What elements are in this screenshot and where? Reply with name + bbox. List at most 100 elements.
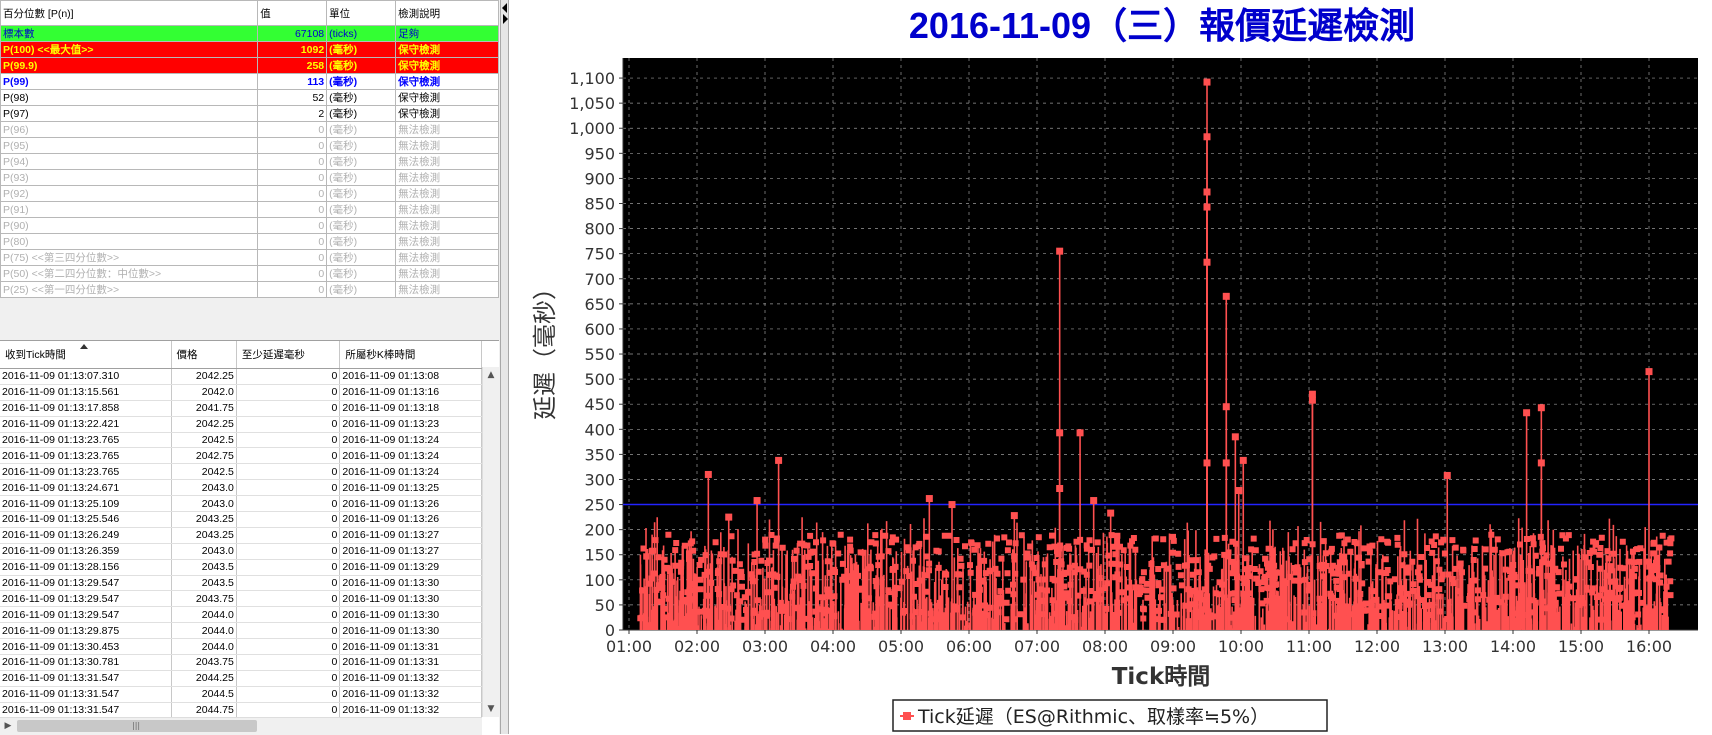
percentile-description: 無法檢測 [395, 265, 499, 282]
col-header-value[interactable]: 值 [257, 0, 328, 26]
tick-row[interactable]: 2016-11-09 01:13:24.671 2043.0 0 2016-11-09… [0, 479, 482, 497]
y-tick-label: 500 [584, 370, 615, 389]
col-header-bar-time[interactable]: 所屬秒K棒時間 [339, 341, 482, 369]
col-header-unit[interactable]: 單位 [326, 0, 397, 26]
tick-bar-time: 2016-11-09 01:13:18 [339, 400, 482, 417]
tick-min-delay: 0 [236, 416, 341, 433]
tick-min-delay: 0 [236, 575, 341, 592]
scroll-up-icon[interactable]: ▲ [483, 367, 499, 383]
tick-row[interactable]: 2016-11-09 01:13:30.781 2043.75 0 2016-11-0… [0, 654, 482, 671]
x-tick-label: 08:00 [1082, 637, 1128, 656]
tick-row[interactable]: 2016-11-09 01:13:28.156 2043.5 0 2016-11-09… [0, 559, 482, 576]
tick-price: 2043.75 [171, 590, 237, 608]
col-header-description[interactable]: 檢測說明 [395, 0, 499, 26]
percentile-row[interactable]: P(95) 0 (毫秒) 無法檢測 [0, 137, 499, 154]
peak-marker [1235, 487, 1243, 495]
percentile-row[interactable]: P(75) <<第三四分位數>> 0 (毫秒) 無法檢測 [0, 249, 499, 266]
percentile-row[interactable]: P(90) 0 (毫秒) 無法檢測 [0, 217, 499, 234]
tick-time: 2016-11-09 01:13:23.765 [0, 447, 172, 465]
tick-row[interactable]: 2016-11-09 01:13:30.453 2044.0 0 2016-11-09… [0, 638, 482, 656]
percentile-description: 無法檢測 [395, 169, 499, 186]
percentile-table-body: 標本數 67108 (ticks) 足夠 P(100) <<最大值>> 1092 (毫秒) 保… [0, 25, 499, 298]
col-header-min-delay[interactable]: 至少延遲毫秒 [236, 341, 341, 369]
vertical-scrollbar[interactable]: ▲ ▼ [482, 367, 500, 717]
percentile-row[interactable]: P(96) 0 (毫秒) 無法檢測 [0, 121, 499, 138]
tick-row[interactable]: 2016-11-09 01:13:31.547 2044.75 0 2016-11-0… [0, 702, 482, 719]
tick-row[interactable]: 2016-11-09 01:13:31.547 2044.25 0 2016-11-0… [0, 670, 482, 687]
tick-header-row: 收到Tick時間 價格 至少延遲毫秒 所屬秒K棒時間 [0, 341, 482, 369]
percentile-unit: (毫秒) [326, 233, 397, 250]
horizontal-scrollbar[interactable]: ◀ ||| ▶ [0, 717, 482, 735]
percentile-row[interactable]: P(92) 0 (毫秒) 無法檢測 [0, 185, 499, 202]
collapse-right-icon[interactable] [503, 14, 508, 24]
percentile-description: 無法檢測 [395, 185, 499, 202]
tick-min-delay: 0 [236, 400, 341, 417]
col-header-percentile[interactable]: 百分位數 [P(n)] [0, 0, 259, 26]
percentile-row[interactable]: P(97) 2 (毫秒) 保守檢測 [0, 105, 499, 122]
tick-min-delay: 0 [236, 368, 341, 385]
scroll-right-icon[interactable]: ▶ [0, 718, 16, 734]
peak-marker [1308, 390, 1316, 398]
sort-ascending-icon [80, 344, 88, 349]
tick-row[interactable]: 2016-11-09 01:13:25.546 2043.25 0 2016-11-0… [0, 511, 482, 528]
tick-row[interactable]: 2016-11-09 01:13:23.765 2042.5 0 2016-11-09… [0, 463, 482, 481]
tick-row[interactable]: 2016-11-09 01:13:22.421 2042.25 0 2016-11-0… [0, 416, 482, 433]
legend-box [892, 699, 1328, 732]
tick-bar-time: 2016-11-09 01:13:30 [339, 606, 482, 624]
percentile-row[interactable]: P(93) 0 (毫秒) 無法檢測 [0, 169, 499, 186]
percentile-description: 無法檢測 [395, 201, 499, 218]
panel-splitter[interactable] [500, 0, 509, 734]
tick-price: 2043.0 [171, 495, 237, 513]
tick-time: 2016-11-09 01:13:29.875 [0, 622, 172, 640]
col-header-price[interactable]: 價格 [171, 341, 237, 369]
tick-row[interactable]: 2016-11-09 01:13:23.765 2042.75 0 2016-11-0… [0, 447, 482, 465]
tick-min-delay: 0 [236, 527, 341, 544]
horizontal-scroll-thumb[interactable]: ||| [17, 720, 257, 732]
tick-bar-time: 2016-11-09 01:13:25 [339, 479, 482, 497]
peak-marker [1056, 485, 1064, 493]
tick-row[interactable]: 2016-11-09 01:13:29.547 2043.5 0 2016-11-09… [0, 575, 482, 592]
tick-row[interactable]: 2016-11-09 01:13:26.359 2043.0 0 2016-11-09… [0, 543, 482, 560]
tick-row[interactable]: 2016-11-09 01:13:23.765 2042.5 0 2016-11-09… [0, 432, 482, 449]
y-tick-label: 200 [584, 521, 615, 540]
percentile-row[interactable]: P(25) <<第一四分位數>> 0 (毫秒) 無法檢測 [0, 281, 499, 298]
tick-price: 2043.0 [171, 543, 237, 560]
percentile-value: 0 [257, 137, 328, 154]
tick-row[interactable]: 2016-11-09 01:13:26.249 2043.25 0 2016-11-0… [0, 527, 482, 544]
peak-marker [704, 470, 712, 478]
percentile-unit: (ticks) [326, 25, 397, 42]
percentile-row[interactable]: P(99.9) 258 (毫秒) 保守檢測 [0, 57, 499, 74]
scroll-down-icon[interactable]: ▼ [483, 701, 499, 717]
percentile-unit: (毫秒) [326, 73, 397, 90]
percentile-row[interactable]: P(100) <<最大值>> 1092 (毫秒) 保守檢測 [0, 41, 499, 58]
tick-row[interactable]: 2016-11-09 01:13:07.310 2042.25 0 2016-11-0… [0, 368, 482, 385]
chart-legend: Tick延遲（ES@Rithmic、取樣率≒5%） [892, 699, 1328, 732]
tick-row[interactable]: 2016-11-09 01:13:29.547 2044.0 0 2016-11-09… [0, 606, 482, 624]
percentile-label: P(95) [0, 137, 259, 154]
y-tick-label: 850 [584, 195, 615, 214]
percentile-row[interactable]: P(99) 113 (毫秒) 保守檢測 [0, 73, 499, 90]
tick-row[interactable]: 2016-11-09 01:13:29.547 2043.75 0 2016-11-0… [0, 590, 482, 608]
tick-row[interactable]: 2016-11-09 01:13:17.858 2041.75 0 2016-11-0… [0, 400, 482, 417]
percentile-label: P(75) <<第三四分位數>> [0, 249, 259, 266]
tick-time: 2016-11-09 01:13:15.561 [0, 384, 172, 401]
tick-row[interactable]: 2016-11-09 01:13:15.561 2042.0 0 2016-11-09… [0, 384, 482, 401]
tick-row[interactable]: 2016-11-09 01:13:25.109 2043.0 0 2016-11-09… [0, 495, 482, 513]
tick-min-delay: 0 [236, 447, 341, 465]
percentile-row[interactable]: P(80) 0 (毫秒) 無法檢測 [0, 233, 499, 250]
left-panel: 百分位數 [P(n)] 值 單位 檢測說明 標本數 67108 (ticks) 足夠 P… [0, 0, 500, 735]
percentile-row[interactable]: P(91) 0 (毫秒) 無法檢測 [0, 201, 499, 218]
percentile-row[interactable]: P(94) 0 (毫秒) 無法檢測 [0, 153, 499, 170]
y-axis-label: 延遲（毫秒） [531, 276, 559, 420]
percentile-row[interactable]: 標本數 67108 (ticks) 足夠 [0, 25, 499, 42]
tick-row[interactable]: 2016-11-09 01:13:31.547 2044.5 0 2016-11-09… [0, 686, 482, 703]
col-header-tick-time[interactable]: 收到Tick時間 [0, 341, 172, 369]
tick-min-delay: 0 [236, 543, 341, 560]
collapse-left-icon[interactable] [502, 3, 507, 13]
percentile-row[interactable]: P(50) <<第二四分位數：中位數>> 0 (毫秒) 無法檢測 [0, 265, 499, 282]
tick-row[interactable]: 2016-11-09 01:13:29.875 2044.0 0 2016-11-09… [0, 622, 482, 640]
percentile-row[interactable]: P(98) 52 (毫秒) 保守檢測 [0, 89, 499, 106]
y-tick-label: 700 [584, 270, 615, 289]
tick-min-delay: 0 [236, 479, 341, 497]
peak-marker [1523, 409, 1531, 417]
